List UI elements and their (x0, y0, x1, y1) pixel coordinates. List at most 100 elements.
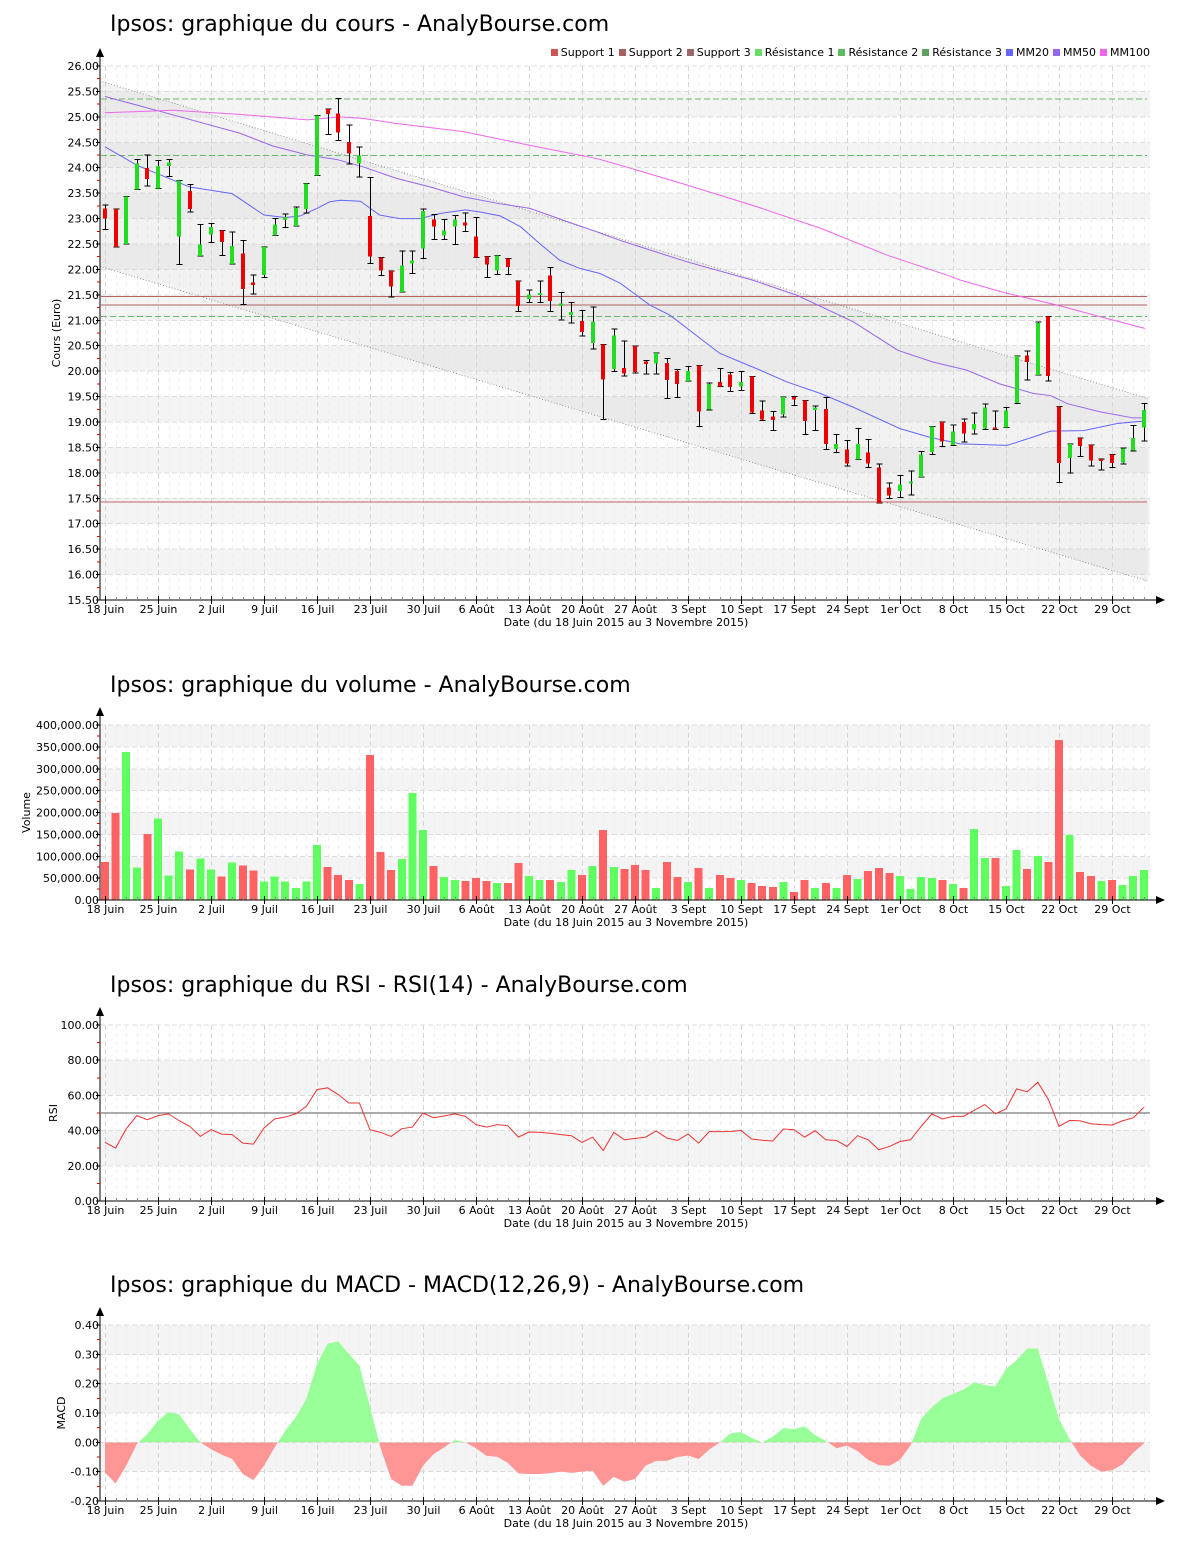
candle-body (262, 247, 266, 276)
x-tick-label: 23 Juil (354, 603, 388, 616)
y-axis-title: Cours (Euro) (50, 299, 63, 368)
volume-bar (228, 862, 237, 900)
candle (929, 426, 936, 456)
y-axis-title: Volume (20, 792, 33, 833)
x-tick-label: 6 Août (459, 903, 496, 916)
legend-item-resistance-2: Résistance 2 (838, 46, 918, 59)
x-tick-label: 13 Août (508, 603, 552, 616)
x-tick-label: 20 Août (561, 1504, 605, 1517)
candle (293, 206, 300, 227)
candle (314, 114, 321, 176)
candle (134, 159, 141, 191)
x-tick-label: 2 Juil (198, 1204, 225, 1217)
y-tick-label: 150,000.00 (36, 828, 99, 841)
legend-label: Support 2 (628, 46, 683, 59)
x-tick-label: 13 Août (508, 903, 552, 916)
candle (431, 214, 438, 240)
x-tick-label: 25 Juin (140, 903, 178, 916)
candle (749, 376, 756, 414)
x-tick-label: 15 Oct (988, 903, 1025, 916)
x-tick-label: 3 Sept (671, 1504, 707, 1517)
candle-body (326, 109, 330, 114)
y-tick-label: 15.50 (68, 594, 100, 607)
candle-body (156, 166, 160, 189)
moving-average-mm50 (104, 96, 1145, 419)
volume-bar (154, 818, 162, 900)
x-tick-label: 9 Juil (251, 603, 278, 616)
background-band (101, 396, 1150, 422)
candle-body (273, 224, 277, 236)
x-tick-label: 13 Août (508, 1504, 552, 1517)
legend-item-mm20: MM20 (1006, 46, 1049, 59)
candle-body (697, 365, 701, 412)
volume-bar (662, 861, 671, 900)
rsi-line (104, 1081, 1145, 1152)
x-tick-label: 8 Oct (939, 1204, 969, 1217)
x-axis-arrow-icon (1156, 1197, 1165, 1205)
volume-bar (408, 792, 417, 900)
background-band (101, 1060, 1150, 1096)
volume-bar (853, 879, 862, 900)
candle-body (1121, 448, 1125, 463)
x-tick-label: 24 Sept (826, 903, 869, 916)
candle (1130, 425, 1137, 452)
legend-label: Résistance 2 (848, 46, 919, 59)
candle (1141, 403, 1148, 442)
candle-body (919, 454, 923, 477)
y-tick-label: 18.00 (68, 467, 100, 480)
x-axis-title: Date (du 18 Juin 2015 au 3 Novembre 2015… (504, 1517, 749, 1530)
candle (706, 382, 713, 411)
x-tick-label: 23 Juil (354, 1504, 388, 1517)
y-tick-label: 100.00 (61, 1019, 100, 1032)
volume-bar (609, 867, 618, 900)
volume-bar (726, 878, 735, 900)
x-tick-label: 22 Oct (1041, 1204, 1078, 1217)
y-tick-label: 19.50 (68, 391, 100, 404)
y-tick-label: 0.00 (75, 894, 100, 907)
candle (378, 257, 385, 277)
volume-bar (737, 879, 745, 900)
candle (791, 396, 798, 407)
volume-bar (111, 812, 120, 900)
candle (727, 372, 734, 392)
x-tick-label: 10 Sept (720, 603, 763, 616)
x-tick-label: 9 Juil (251, 1204, 278, 1217)
x-tick-label: 16 Juil (301, 603, 335, 616)
x-axis-title: Date (du 18 Juin 2015 au 3 Novembre 2015… (504, 1217, 749, 1230)
volume-bar (949, 883, 957, 900)
volume-bar (281, 881, 290, 900)
x-tick-label: 27 Août (614, 603, 658, 616)
candle-body (368, 216, 372, 257)
candle (176, 179, 183, 265)
candle-body (781, 397, 785, 415)
candle-body (485, 256, 489, 265)
regression-channel (99, 80, 1149, 582)
x-tick-label: 15 Oct (988, 1204, 1025, 1217)
candle (473, 217, 480, 259)
x-tick-label: 27 Août (614, 903, 658, 916)
volume-bar (694, 868, 703, 900)
x-tick-label: 30 Juil (407, 1504, 441, 1517)
x-tick-label: 18 Juin (87, 1504, 125, 1517)
candle-body (612, 335, 616, 370)
candle-body (803, 400, 807, 421)
candle (833, 434, 840, 454)
x-tick-label: 20 Août (561, 603, 605, 616)
y-tick-label: 23.00 (68, 213, 100, 226)
candle (908, 470, 915, 496)
candle-body (834, 443, 838, 449)
candle (950, 424, 957, 446)
candle-body (516, 281, 520, 307)
x-axis-title: Date (du 18 Juin 2015 au 3 Novembre 2015… (504, 916, 749, 929)
y-axis-arrow-icon (96, 48, 104, 57)
volume-bar (493, 882, 502, 900)
volume-chart-title: Ipsos: graphique du volume - AnalyBourse… (110, 673, 631, 698)
y-tick-label: 16.50 (68, 543, 100, 556)
x-axis-arrow-icon (1156, 1497, 1165, 1505)
candle (738, 371, 745, 391)
volume-bar (1097, 881, 1106, 900)
x-tick-label: 29 Oct (1094, 603, 1131, 616)
candle (886, 482, 893, 499)
